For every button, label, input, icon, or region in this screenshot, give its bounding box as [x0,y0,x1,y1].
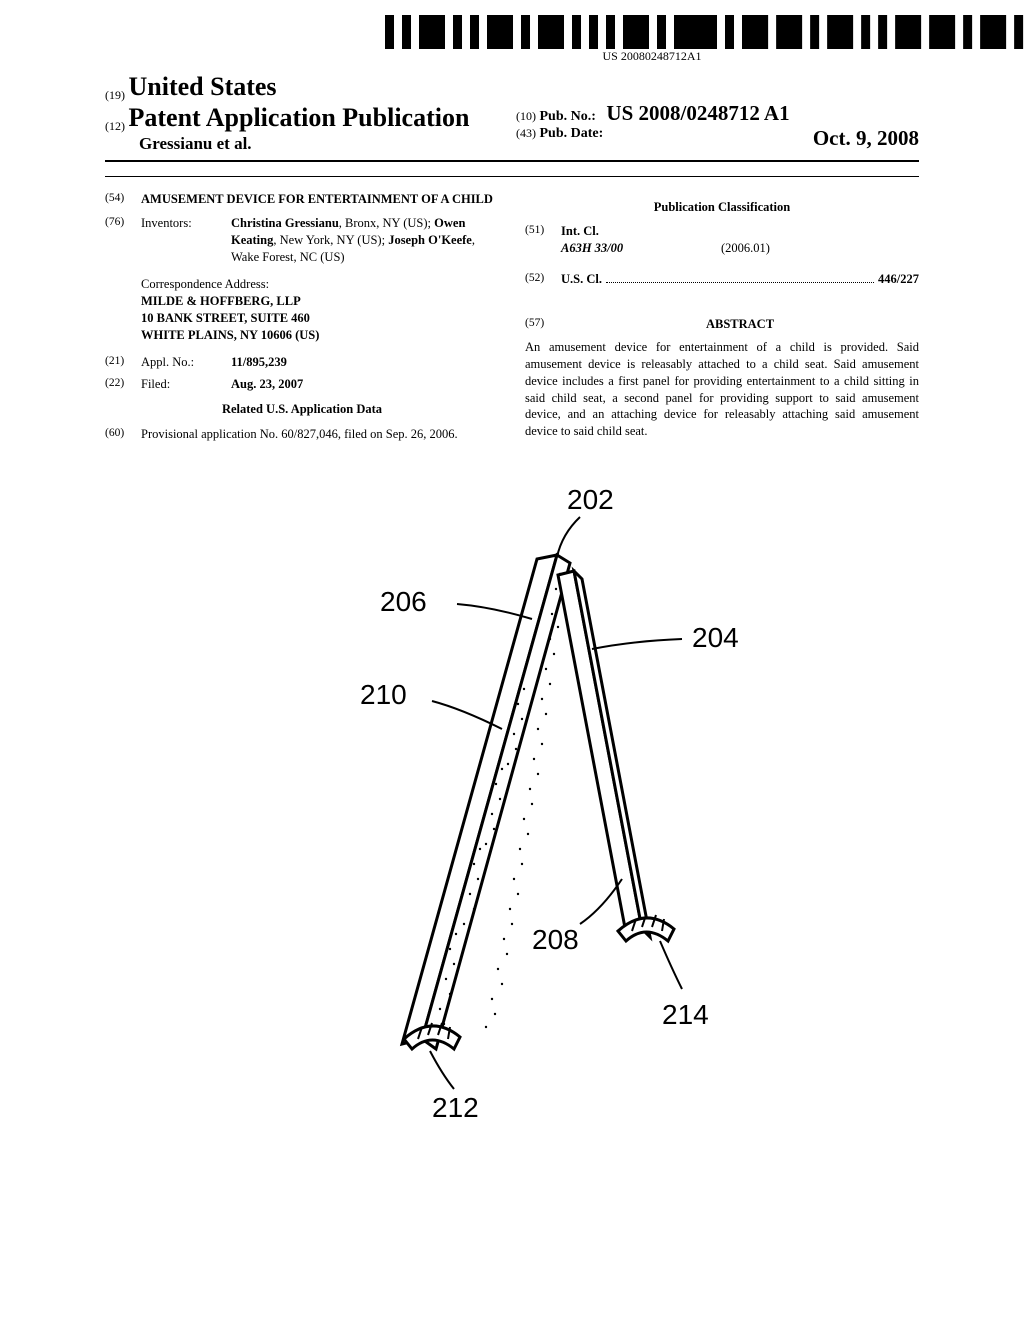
provisional-text: Provisional application No. 60/827,046, … [141,426,499,443]
filed-label: Filed: [141,376,231,393]
pub-type-line: (12) Patent Application Publication [105,103,508,134]
abstract-heading: ABSTRACT [561,316,919,333]
correspondence-line-2: 10 BANK STREET, SUITE 460 [141,310,499,327]
field-54: (54) AMUSEMENT DEVICE FOR ENTERTAINMENT … [105,191,499,208]
intcl-label: Int. Cl. [561,223,919,240]
country-name: United States [129,72,277,101]
leader-206 [457,604,532,619]
uscl-label: U.S. Cl. [561,271,602,288]
leader-204 [592,639,682,649]
correspondence-line-3: WHITE PLAINS, NY 10606 (US) [141,327,499,344]
pubdate-label: Pub. Date: [540,126,604,141]
code-54: (54) [105,191,141,208]
label-214: 214 [662,999,709,1030]
label-210: 210 [360,679,407,710]
intcl-class: A63H 33/00 [561,240,721,257]
patent-figure: 202 206 204 210 208 214 212 [232,479,792,1119]
header-right: (10) Pub. No.: US 2008/0248712 A1 (43) P… [508,72,919,154]
code-60: (60) [105,426,141,443]
related-heading: Related U.S. Application Data [105,401,499,418]
filed-value: Aug. 23, 2007 [231,376,499,393]
leader-214 [660,941,682,989]
classification-heading: Publication Classification [525,199,919,216]
label-206: 206 [380,586,427,617]
intcl-block: Int. Cl. A63H 33/00 (2006.01) [561,223,919,257]
label-204: 204 [692,622,739,653]
field-52: (52) U.S. Cl. 446/227 [525,271,919,288]
label-212: 212 [432,1092,479,1119]
leader-210 [432,701,502,729]
pubno-line: (10) Pub. No.: US 2008/0248712 A1 [516,101,919,126]
code-76: (76) [105,215,141,266]
header-rule-2 [105,176,919,177]
inventor-1-loc: , Bronx, NY (US); [339,216,434,230]
code-43: (43) [516,126,536,140]
inventors-list: Christina Gressianu, Bronx, NY (US); Owe… [231,215,499,266]
author-line: Gressianu et al. [139,134,508,154]
correspondence-label: Correspondence Address: [141,276,499,293]
leader-212 [430,1051,454,1089]
field-76: (76) Inventors: Christina Gressianu, Bro… [105,215,499,266]
code-21: (21) [105,354,141,371]
code-22: (22) [105,376,141,393]
label-202: 202 [567,484,614,515]
applno-label: Appl. No.: [141,354,231,371]
correspondence-line-1: MILDE & HOFFBERG, LLP [141,293,499,310]
strut-left [402,555,570,1049]
applno-value: 11/895,239 [231,354,499,371]
pubdate-line: (43) Pub. Date: Oct. 9, 2008 [516,126,919,151]
code-51: (51) [525,223,561,257]
uscl-row: U.S. Cl. 446/227 [561,271,919,288]
figure-container: 202 206 204 210 208 214 212 [105,479,919,1119]
invention-title: AMUSEMENT DEVICE FOR ENTERTAINMENT OF A … [141,191,499,208]
code-10: (10) [516,109,536,123]
body-columns: (54) AMUSEMENT DEVICE FOR ENTERTAINMENT … [105,191,919,450]
barcode-region: ▌▌█▌▌▌█▌▌█▌▌▌▌█▌▌██▌▌█▌█▌▌█▌▌▌█▌█▌▌█▌▌█▌… [385,20,919,64]
code-12: (12) [105,119,125,133]
publication-type: Patent Application Publication [129,103,470,132]
inventor-1-name: Christina Gressianu [231,216,339,230]
right-column: Publication Classification (51) Int. Cl.… [525,191,919,450]
inventors-label: Inventors: [141,215,231,266]
header-block: (19) United States (12) Patent Applicati… [105,72,919,154]
code-52: (52) [525,271,561,288]
code-19: (19) [105,88,125,102]
dots-leader [606,282,874,283]
pub-number: US 2008/0248712 A1 [606,101,789,125]
abstract-text: An amusement device for entertainment of… [525,339,919,440]
intcl-date: (2006.01) [721,240,770,257]
header-rule [105,160,919,162]
pubno-label: Pub. No.: [540,109,596,124]
pub-date: Oct. 9, 2008 [813,126,919,151]
leader-202 [557,517,580,557]
barcode-graphic: ▌▌█▌▌▌█▌▌█▌▌▌▌█▌▌██▌▌█▌█▌▌█▌▌▌█▌█▌▌█▌▌█▌… [385,20,1024,47]
uscl-value: 446/227 [878,271,919,288]
abstract-header: (57) ABSTRACT [525,316,919,333]
inventor-2-loc: , New York, NY (US); [273,233,388,247]
country-line: (19) United States [105,72,508,103]
header-left: (19) United States (12) Patent Applicati… [105,72,508,154]
label-208: 208 [532,924,579,955]
inventor-3-name: Joseph O'Keefe [388,233,472,247]
barcode-text: US 20080248712A1 [385,49,919,64]
field-60: (60) Provisional application No. 60/827,… [105,426,499,443]
strut-right [558,571,650,937]
field-22: (22) Filed: Aug. 23, 2007 [105,376,499,393]
field-21: (21) Appl. No.: 11/895,239 [105,354,499,371]
correspondence-block: Correspondence Address: MILDE & HOFFBERG… [141,276,499,344]
left-column: (54) AMUSEMENT DEVICE FOR ENTERTAINMENT … [105,191,499,450]
code-57: (57) [525,316,561,333]
field-51: (51) Int. Cl. A63H 33/00 (2006.01) [525,223,919,257]
